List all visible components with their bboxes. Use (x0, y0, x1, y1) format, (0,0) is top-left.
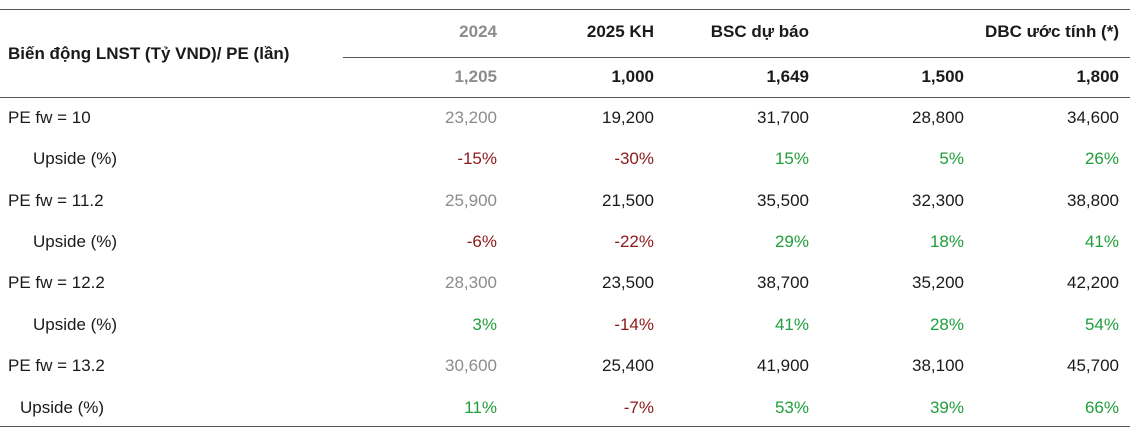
table-cell: 21,500 (602, 191, 654, 210)
table-cell: 41,900 (757, 356, 809, 375)
row-label-pe-10: PE fw = 10 (8, 108, 91, 127)
table-cell: 11% (464, 398, 497, 417)
profit-2025kh: 1,000 (611, 67, 654, 86)
table-cell: -15% (457, 149, 497, 168)
row-label-upside: Upside (%) (33, 232, 118, 251)
table-cell: 54% (1084, 315, 1119, 334)
table-cell: 66% (1084, 398, 1119, 417)
table-cell: -7% (623, 398, 654, 417)
table-cell: 41% (774, 315, 809, 334)
table-cell: 32,300 (912, 191, 964, 210)
table-cell: 41% (1084, 232, 1119, 251)
table-cell: 39% (929, 398, 964, 417)
table-cell: 25,400 (602, 356, 654, 375)
row-label-upside: Upside (%) (20, 398, 105, 417)
table-cell: -30% (614, 149, 654, 168)
col-header-dbc-estimate: DBC ước tính (*) (985, 22, 1119, 41)
table-cell: 25,900 (445, 191, 497, 210)
table-cell: 38,100 (912, 356, 964, 375)
table-cell: 31,700 (757, 108, 809, 127)
table-cell: 29% (774, 232, 809, 251)
header-bottom-rule (0, 97, 1130, 98)
row-label-pe-13-2: PE fw = 13.2 (8, 356, 105, 375)
table-cell: -22% (614, 232, 654, 251)
table-cell: 45,700 (1067, 356, 1119, 375)
table-cell: 19,200 (602, 108, 654, 127)
table-cell: -6% (466, 232, 497, 251)
table-cell: 26% (1084, 149, 1119, 168)
table-cell: 30,600 (445, 356, 497, 375)
row-label-upside: Upside (%) (33, 315, 118, 334)
table-cell: 23,200 (445, 108, 497, 127)
table-cell: 28% (929, 315, 964, 334)
table-cell: 3% (472, 315, 497, 334)
table-cell: 34,600 (1067, 108, 1119, 127)
table-cell: 15% (774, 149, 809, 168)
profit-bsc: 1,649 (766, 67, 809, 86)
table-cell: 28,800 (912, 108, 964, 127)
table-cell: 18% (929, 232, 964, 251)
row-label-upside: Upside (%) (33, 149, 118, 168)
table-cell: 53% (774, 398, 809, 417)
table-cell: 35,500 (757, 191, 809, 210)
table-cell: 23,500 (602, 273, 654, 292)
table-cell: 38,800 (1067, 191, 1119, 210)
profit-2024: 1,205 (454, 67, 497, 86)
table-cell: 38,700 (757, 273, 809, 292)
profit-dbc-high: 1,800 (1076, 67, 1119, 86)
header-mid-rule (343, 57, 1130, 58)
table-cell: 42,200 (1067, 273, 1119, 292)
table-title: Biến động LNST (Tỷ VND)/ PE (lần) (8, 44, 290, 63)
table-cell: 28,300 (445, 273, 497, 292)
table-cell: -14% (614, 315, 654, 334)
col-header-2024: 2024 (459, 22, 497, 41)
row-label-pe-11-2: PE fw = 11.2 (8, 191, 104, 210)
table-cell: 35,200 (912, 273, 964, 292)
col-header-2025kh: 2025 KH (586, 22, 654, 41)
profit-dbc-low: 1,500 (921, 67, 964, 86)
bottom-rule (0, 426, 1130, 427)
col-header-bsc-forecast: BSC dự báo (710, 22, 809, 41)
top-rule (0, 9, 1130, 10)
row-label-pe-12-2: PE fw = 12.2 (8, 273, 105, 292)
table-cell: 5% (939, 149, 964, 168)
